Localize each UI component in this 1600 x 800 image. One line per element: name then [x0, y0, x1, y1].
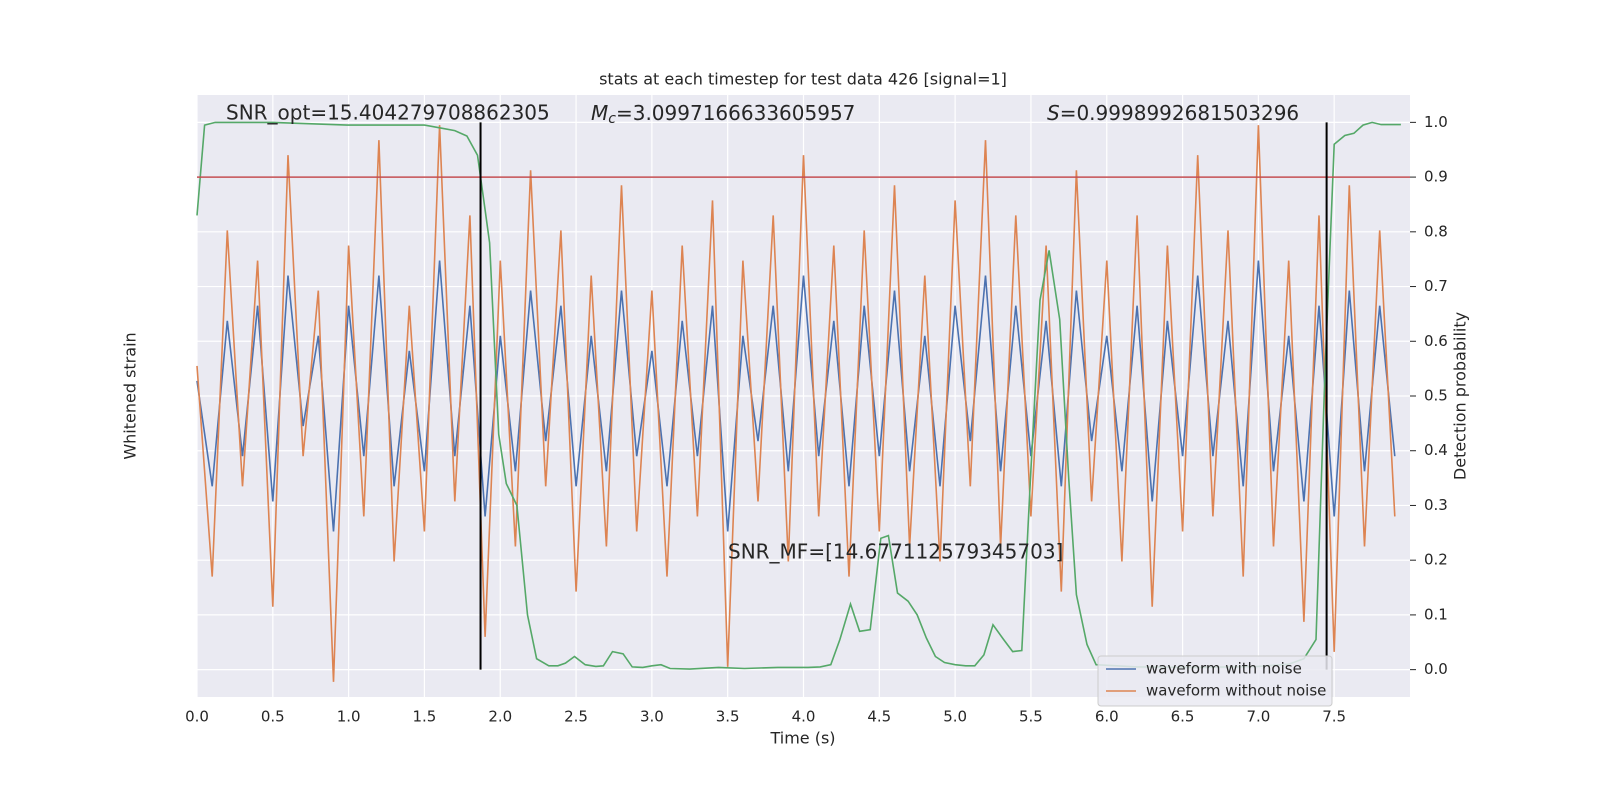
- legend-box: [1097, 655, 1333, 707]
- x-tick-label: 5.5: [1019, 708, 1043, 726]
- annotation: Mc=3.0997166633605957: [591, 101, 855, 128]
- annotation-symbol: M: [591, 101, 608, 125]
- y2-tick-label: 0.2: [1424, 551, 1448, 569]
- legend-label: waveform without noise: [1146, 682, 1326, 700]
- x-tick-label: 6.0: [1095, 708, 1119, 726]
- annotation-text: =0.9998992681503296: [1060, 101, 1299, 125]
- x-tick-label: 1.0: [337, 708, 361, 726]
- annotation-symbol: S: [1047, 101, 1060, 125]
- y2-tick-label: 0.6: [1424, 332, 1448, 350]
- series-line: [196, 125, 1396, 682]
- y2-tick-label: 0.0: [1424, 660, 1448, 678]
- y2-tick-label: 0.8: [1424, 222, 1448, 240]
- x-tick-label: 0.5: [261, 708, 285, 726]
- x-tick-label: 7.5: [1322, 708, 1346, 726]
- x-tick-label: 1.5: [413, 708, 437, 726]
- y2-tick-label: 0.4: [1424, 441, 1448, 459]
- y2-tick-label: 0.3: [1424, 496, 1448, 514]
- x-tick-label: 4.0: [792, 708, 816, 726]
- y2-tick-label: 0.1: [1424, 605, 1448, 623]
- y2-tick-label: 0.5: [1424, 387, 1448, 405]
- legend-label: waveform with noise: [1146, 660, 1302, 678]
- y2-tick-label: 1.0: [1424, 113, 1448, 131]
- x-tick-label: 3.0: [640, 708, 664, 726]
- x-tick-label: 2.5: [564, 708, 588, 726]
- y2-tick-label: 0.9: [1424, 168, 1448, 186]
- x-tick-label: 5.0: [943, 708, 967, 726]
- x-tick-label: 6.5: [1171, 708, 1195, 726]
- chart-title: stats at each timestep for test data 426…: [599, 70, 1007, 89]
- x-tick-label: 2.0: [488, 708, 512, 726]
- x-tick-label: 0.0: [185, 708, 209, 726]
- x-tick-label: 7.0: [1246, 708, 1270, 726]
- annotation: S=0.9998992681503296: [1047, 101, 1299, 125]
- x-tick-label: 3.5: [716, 708, 740, 726]
- x-tick-label: 4.5: [867, 708, 891, 726]
- annotation: SNR_opt=15.404279708862305: [226, 101, 550, 125]
- y2-tick-label: 0.7: [1424, 277, 1448, 295]
- legend: waveform with noise waveform without nois…: [1097, 655, 1333, 707]
- annotation-subscript: c: [608, 111, 616, 127]
- annotation-text: =3.0997166633605957: [616, 101, 855, 125]
- annotation: SNR_MF=[14.677112579345703]: [728, 540, 1063, 564]
- y-axis-label: Whitened strain: [121, 332, 140, 459]
- x-axis-label: Time (s): [769, 729, 835, 748]
- y2-axis-label: Detection probability: [1451, 312, 1470, 480]
